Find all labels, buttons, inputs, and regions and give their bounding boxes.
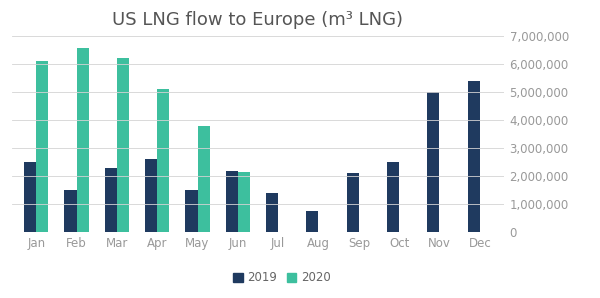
Bar	[117, 58, 129, 232]
Bar	[266, 193, 278, 232]
Bar	[238, 172, 250, 232]
Bar	[468, 81, 480, 232]
Bar	[145, 159, 157, 232]
Bar	[157, 89, 169, 232]
Bar	[77, 48, 89, 232]
Legend: 2019, 2020: 2019, 2020	[229, 267, 335, 289]
Bar	[347, 173, 359, 232]
Bar	[105, 168, 117, 232]
Title: US LNG flow to Europe (m³ LNG): US LNG flow to Europe (m³ LNG)	[113, 11, 404, 29]
Bar	[197, 126, 209, 232]
Bar	[427, 92, 439, 232]
Bar	[307, 211, 319, 232]
Bar	[387, 162, 399, 232]
Bar	[36, 61, 48, 232]
Bar	[24, 162, 36, 232]
Bar	[185, 190, 197, 232]
Bar	[226, 171, 238, 232]
Bar	[64, 190, 77, 232]
